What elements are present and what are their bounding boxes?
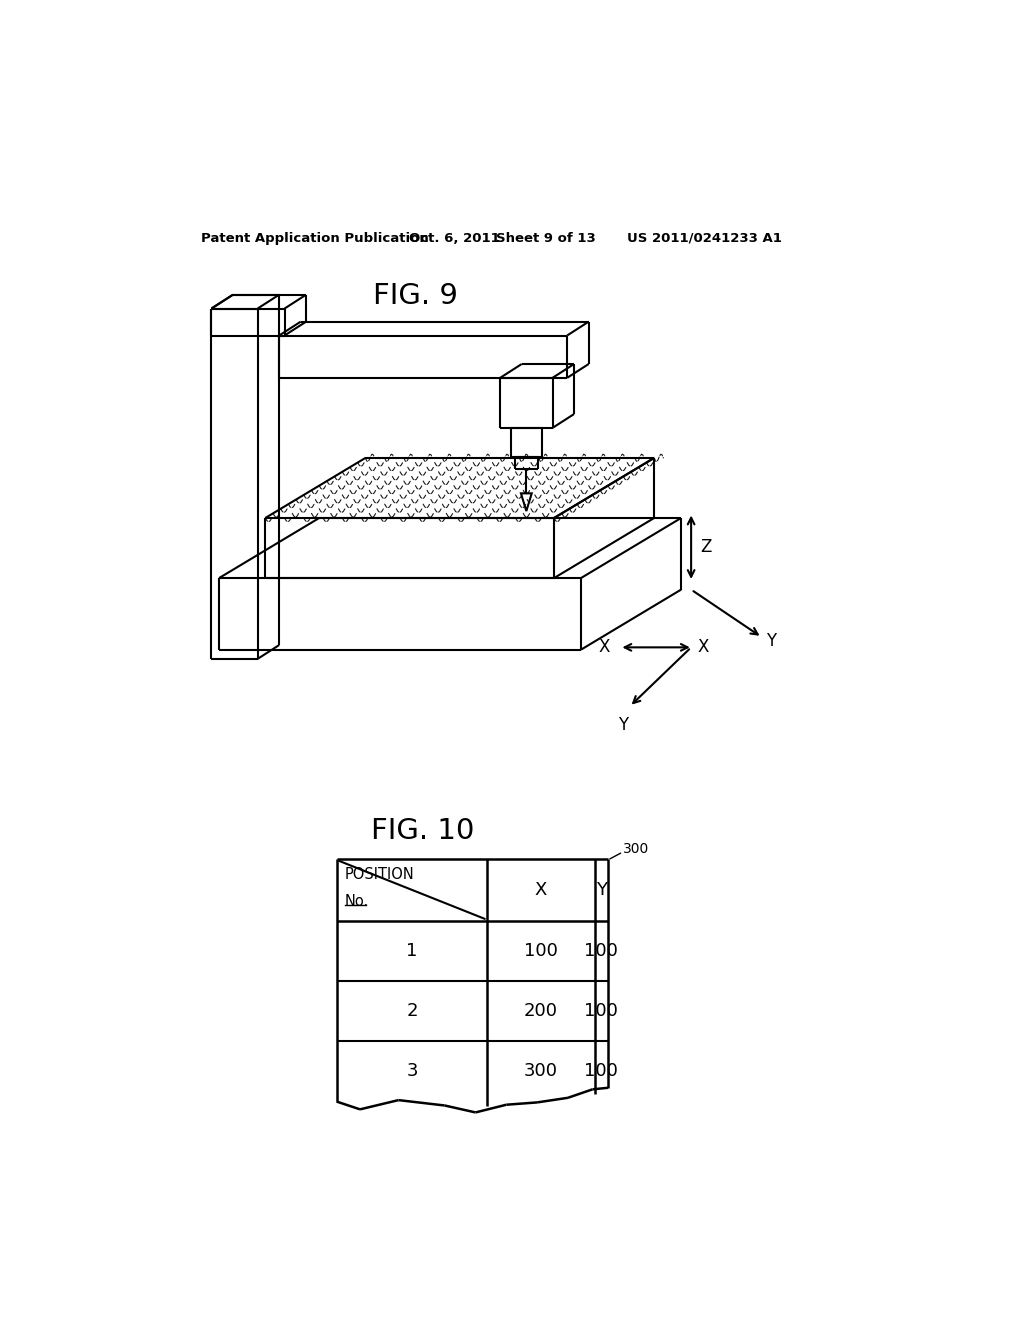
Text: 1: 1 (407, 941, 418, 960)
Text: 100: 100 (585, 1061, 618, 1080)
Text: Oct. 6, 2011: Oct. 6, 2011 (410, 231, 500, 244)
Text: 100: 100 (524, 941, 558, 960)
Text: X: X (599, 639, 610, 656)
Text: Sheet 9 of 13: Sheet 9 of 13 (497, 231, 596, 244)
Text: 2: 2 (407, 1002, 418, 1020)
Text: Patent Application Publication: Patent Application Publication (202, 231, 429, 244)
Text: POSITION: POSITION (345, 867, 415, 882)
Text: 300: 300 (624, 842, 649, 857)
Text: FIG. 10: FIG. 10 (372, 817, 475, 845)
Text: X: X (535, 880, 547, 899)
Text: 200: 200 (524, 1002, 558, 1020)
Text: 300: 300 (524, 1061, 558, 1080)
Text: 3: 3 (407, 1061, 418, 1080)
Text: US 2011/0241233 A1: US 2011/0241233 A1 (628, 231, 782, 244)
Text: 100: 100 (585, 1002, 618, 1020)
Text: Z: Z (700, 539, 712, 556)
Text: X: X (697, 639, 709, 656)
Text: No.: No. (345, 894, 369, 908)
Text: Y: Y (596, 880, 607, 899)
Text: Y: Y (766, 632, 776, 651)
Text: 100: 100 (585, 941, 618, 960)
Text: FIG. 9: FIG. 9 (373, 281, 458, 310)
Polygon shape (521, 494, 531, 511)
Text: Y: Y (618, 715, 629, 734)
